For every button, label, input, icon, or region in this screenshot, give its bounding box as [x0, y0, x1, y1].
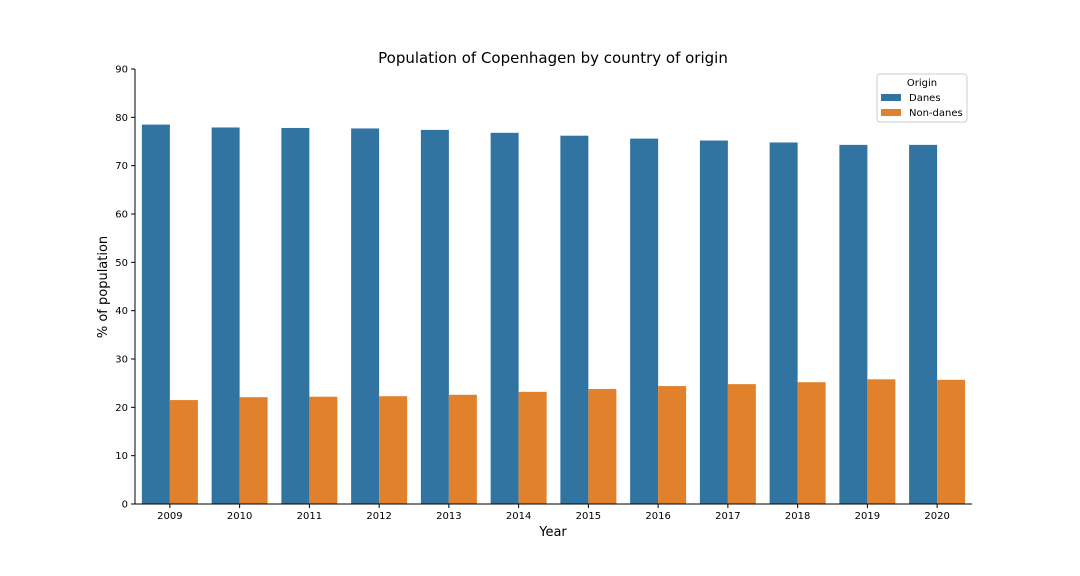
y-tick-label: 90 — [115, 65, 128, 76]
bar-danes-2010 — [211, 127, 240, 504]
legend-swatch-non-danes — [881, 109, 901, 116]
chart-title: Population of Copenhagen by country of o… — [378, 49, 728, 67]
bar-non-danes-2010 — [239, 397, 268, 504]
bar-non-danes-2020 — [937, 379, 966, 504]
y-tick-label: 0 — [122, 500, 128, 511]
bar-danes-2018 — [769, 142, 798, 504]
x-tick-label: 2020 — [924, 511, 949, 522]
bars-group — [141, 124, 966, 505]
y-tick-label: 60 — [115, 210, 128, 221]
y-tick-label: 50 — [115, 258, 128, 269]
bar-danes-2009 — [141, 124, 170, 504]
bar-danes-2012 — [351, 128, 380, 504]
legend-title: Origin — [907, 78, 937, 89]
bar-non-danes-2011 — [309, 396, 338, 504]
legend: Origin Danes Non-danes — [876, 73, 968, 123]
bar-danes-2019 — [839, 144, 868, 504]
bar-non-danes-2014 — [518, 391, 547, 504]
y-axis: 0 10 20 30 40 50 60 70 80 90 — [115, 65, 136, 511]
bar-non-danes-2009 — [169, 400, 198, 504]
y-tick-label: 10 — [115, 451, 128, 462]
x-tick-label: 2010 — [227, 511, 252, 522]
x-tick-label: 2014 — [506, 511, 531, 522]
bar-danes-2014 — [490, 132, 519, 505]
bar-non-danes-2012 — [379, 396, 408, 504]
bar-danes-2011 — [281, 127, 310, 504]
y-tick-label: 80 — [115, 113, 128, 124]
legend-label-non-danes: Non-danes — [909, 108, 963, 119]
legend-label-danes: Danes — [909, 93, 941, 104]
x-tick-label: 2016 — [645, 511, 670, 522]
x-tick-label: 2013 — [436, 511, 461, 522]
bar-danes-2013 — [420, 129, 449, 504]
x-tick-label: 2012 — [366, 511, 391, 522]
bar-danes-2016 — [630, 138, 659, 504]
x-tick-label: 2018 — [785, 511, 810, 522]
y-tick-label: 20 — [115, 403, 128, 414]
x-tick-label: 2017 — [715, 511, 740, 522]
legend-swatch-danes — [881, 94, 901, 101]
bar-non-danes-2019 — [867, 379, 896, 504]
bar-danes-2017 — [699, 140, 728, 505]
bar-non-danes-2013 — [448, 394, 477, 504]
x-axis-title: Year — [538, 525, 567, 540]
bar-non-danes-2017 — [727, 384, 756, 504]
x-axis: 2009 2010 2011 2012 2013 2014 2015 2016 2017 2018… — [135, 503, 972, 522]
y-axis-title: % of population — [96, 236, 111, 338]
x-tick-label: 2009 — [157, 511, 182, 522]
x-tick-label: 2015 — [576, 511, 601, 522]
bar-danes-2020 — [909, 144, 938, 504]
bar-non-danes-2018 — [797, 382, 826, 504]
bar-danes-2015 — [560, 135, 589, 504]
bar-non-danes-2015 — [588, 388, 617, 504]
x-tick-label: 2019 — [855, 511, 880, 522]
x-tick-label: 2011 — [297, 511, 322, 522]
bar-non-danes-2016 — [658, 386, 687, 504]
y-tick-label: 40 — [115, 306, 128, 317]
y-tick-label: 70 — [115, 161, 128, 172]
y-tick-label: 30 — [115, 355, 128, 366]
